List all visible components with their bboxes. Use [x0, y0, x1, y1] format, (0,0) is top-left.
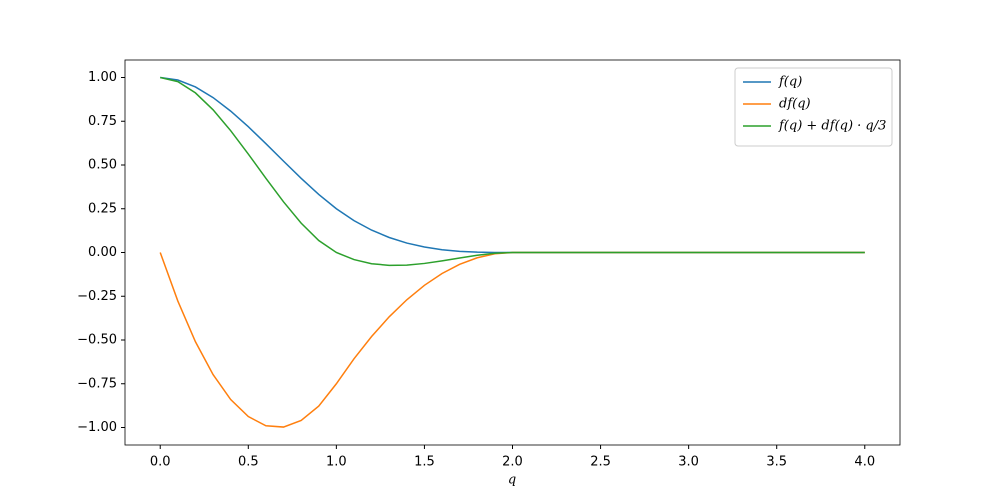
y-tick-label: 0.75: [88, 114, 117, 129]
legend: f(q) df(q) f(q) + df(q) · q/3: [734, 67, 893, 147]
x-tick-label: 1.0: [326, 455, 347, 470]
line-series: [160, 76, 865, 267]
plot-frame: [124, 59, 901, 446]
x-axis-label: q: [508, 473, 516, 488]
legend-label: df(q): [779, 97, 811, 112]
y-tick-label: 0.25: [88, 201, 117, 216]
x-tick-label: 2.0: [502, 455, 523, 470]
y-tick-label: −1.00: [77, 420, 117, 435]
legend-box: [734, 67, 893, 147]
y-tick-label: −0.75: [77, 376, 117, 391]
x-tick-label: 4.0: [854, 455, 875, 470]
y-tick-label: −0.25: [77, 289, 117, 304]
x-tick-label: 3.0: [678, 455, 699, 470]
x-tick-label: 0.0: [150, 455, 171, 470]
legend-label: f(q) + df(q) · q/3: [778, 119, 886, 134]
line-series: [159, 251, 865, 428]
y-tick-label: 0.00: [88, 245, 117, 260]
x-tick-label: 2.5: [590, 455, 611, 470]
y-tick-label: −0.50: [77, 333, 117, 348]
x-tick-label: 3.5: [766, 455, 787, 470]
legend-label: f(q): [778, 75, 802, 90]
y-tick-label: 1.00: [88, 70, 117, 85]
line-series: [160, 76, 865, 254]
x-tick-label: 0.5: [238, 455, 259, 470]
x-tick-label: 1.5: [414, 455, 435, 470]
y-tick-label: 0.50: [88, 158, 117, 173]
